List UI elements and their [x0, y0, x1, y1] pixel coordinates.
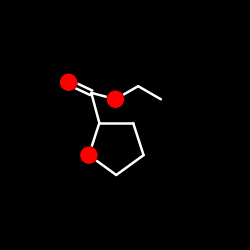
Circle shape: [60, 74, 76, 90]
Circle shape: [108, 91, 124, 107]
Circle shape: [81, 147, 97, 163]
